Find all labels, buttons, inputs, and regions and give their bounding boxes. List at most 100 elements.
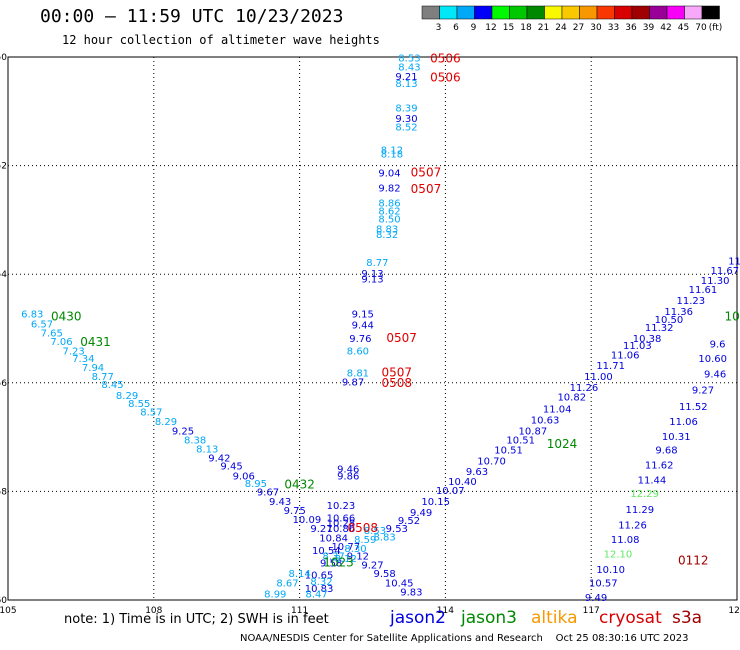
- wave-height-label: 8.59: [354, 535, 376, 546]
- wave-height-label: 7.65: [41, 329, 63, 340]
- wave-height-label: 8.45: [101, 380, 123, 391]
- wave-height-label: 11.29: [625, 505, 654, 516]
- wave-height-label: 9.49: [585, 593, 607, 604]
- x-tick-label: 114: [437, 606, 454, 616]
- wave-height-label: 8.29: [116, 391, 138, 402]
- pass-time-label: 0507: [411, 165, 442, 179]
- colorbar-label: 27: [573, 23, 584, 33]
- colorbar-swatch: [631, 5, 650, 20]
- wave-height-label: 8.12: [335, 554, 357, 565]
- wave-height-label: 9.27: [692, 386, 714, 397]
- legend-cryosat: cryosat: [599, 608, 662, 628]
- wave-height-label: 11: [728, 256, 740, 267]
- wave-height-label: 8.30: [344, 544, 366, 555]
- wave-height-label: 9.75: [284, 506, 306, 517]
- pass-time-label: 0431: [80, 335, 111, 349]
- colorbar-swatch: [509, 5, 528, 20]
- wave-height-label: 11.30: [701, 276, 730, 287]
- wave-height-label: 9.25: [172, 426, 194, 437]
- wave-height-label: 8.99: [264, 589, 286, 600]
- colorbar-label: 24: [555, 23, 567, 33]
- pass-time-label: 0432: [284, 478, 315, 492]
- wave-height-label: 10.83: [305, 584, 334, 595]
- wave-height-label: 9.68: [655, 445, 677, 456]
- wave-height-label: 7.06: [50, 337, 72, 348]
- wave-height-label: 9.30: [395, 114, 417, 125]
- wave-height-label: 10.51: [506, 436, 535, 447]
- pass-time-label: 0507: [382, 365, 413, 379]
- colorbar-label: 18: [520, 23, 532, 33]
- wave-height-label: 9.45: [220, 462, 242, 473]
- wave-height-label: 8.62: [378, 206, 400, 217]
- wave-height-label: 9.58: [320, 558, 342, 569]
- legend-altika: altika: [531, 608, 578, 628]
- wave-height-label: 11.67: [711, 266, 740, 277]
- y-tick-label: -58: [0, 487, 7, 497]
- wave-height-label: 10.23: [327, 501, 356, 512]
- plot-frame: [7, 56, 738, 601]
- wave-height-label: 11.32: [645, 323, 674, 334]
- wave-height-label: 11.23: [677, 296, 706, 307]
- wave-height-label: 9.44: [352, 321, 374, 332]
- wave-height-label: 8.43: [398, 63, 420, 74]
- wave-height-label: 9.27: [310, 524, 332, 535]
- y-tick-label: -52: [0, 162, 7, 172]
- pass-time-label: 10: [724, 309, 739, 323]
- wave-height-label: 10.86: [327, 524, 356, 535]
- wave-height-label: 9.67: [257, 488, 279, 499]
- colorbar-swatch: [439, 5, 458, 20]
- wave-height-label: 12.10: [604, 550, 633, 561]
- wave-height-label: 8.55: [128, 399, 150, 410]
- colorbar-label: 30: [590, 23, 602, 33]
- colorbar-label: 70: [695, 23, 707, 33]
- wave-height-label: 9.58: [374, 569, 396, 580]
- wave-height-label: 11.61: [689, 285, 718, 296]
- wave-height-label: 10.07: [436, 486, 465, 497]
- wave-height-label: 11.06: [611, 350, 640, 361]
- wave-height-label: 10.57: [589, 578, 618, 589]
- pass-time-label: 0506: [430, 51, 461, 65]
- wave-height-label: 9.13: [361, 269, 383, 280]
- wave-height-label: 8.83: [376, 224, 398, 235]
- wave-height-label: 10.54: [312, 546, 341, 557]
- colorbar-swatch: [456, 5, 475, 20]
- pass-time-label: 0507: [411, 182, 442, 196]
- colorbar-swatch: [579, 5, 598, 20]
- wave-height-label: 10.63: [531, 416, 560, 427]
- wave-height-label: 10.45: [385, 578, 414, 589]
- y-tick-label: -54: [0, 270, 7, 280]
- colorbar-swatch: [666, 5, 685, 20]
- wave-height-label: 8.67: [276, 578, 298, 589]
- footer-note: note: 1) Time is in UTC; 2) SWH is in fe…: [64, 612, 329, 627]
- colorbar-swatch: [561, 5, 580, 20]
- colorbar-label: 45: [678, 23, 689, 33]
- wave-height-label: 9.06: [233, 471, 255, 482]
- wave-height-label: 8.32: [376, 230, 398, 241]
- wave-height-label: 10.70: [477, 456, 506, 467]
- wave-height-label: 8.47: [305, 589, 327, 600]
- colorbar-swatch: [474, 5, 493, 20]
- wave-height-label: 8.81: [347, 368, 369, 379]
- wave-height-label: 9.76: [349, 334, 371, 345]
- legend-s3a: s3a: [672, 608, 703, 628]
- wave-height-label: 10.31: [662, 432, 691, 443]
- wave-height-label: 7.23: [62, 347, 84, 358]
- wave-height-label: 10.09: [293, 515, 322, 526]
- wave-height-label: 7.94: [82, 363, 104, 374]
- wave-height-label: 8.53: [364, 526, 386, 537]
- wave-height-label: 9.53: [386, 524, 408, 535]
- wave-height-label: 11.26: [570, 383, 599, 394]
- wave-height-label: 9.21: [395, 72, 417, 83]
- colorbar-label: 15: [503, 23, 514, 33]
- wave-height-label: 10.65: [305, 570, 334, 581]
- colorbar-label: 42: [660, 23, 671, 33]
- chart-subtitle: 12 hour collection of altimeter wave hei…: [62, 33, 380, 47]
- colorbar-label: 21: [538, 23, 549, 33]
- wave-height-label: 9.46: [704, 369, 726, 380]
- wave-height-label: 11.44: [638, 475, 667, 486]
- wave-height-label: 11.71: [596, 361, 625, 372]
- x-tick-label: 108: [145, 606, 162, 616]
- wave-height-label: 9.15: [352, 310, 374, 321]
- wave-height-label: 9.12: [347, 551, 369, 562]
- wave-height-label: 10.28: [327, 519, 356, 530]
